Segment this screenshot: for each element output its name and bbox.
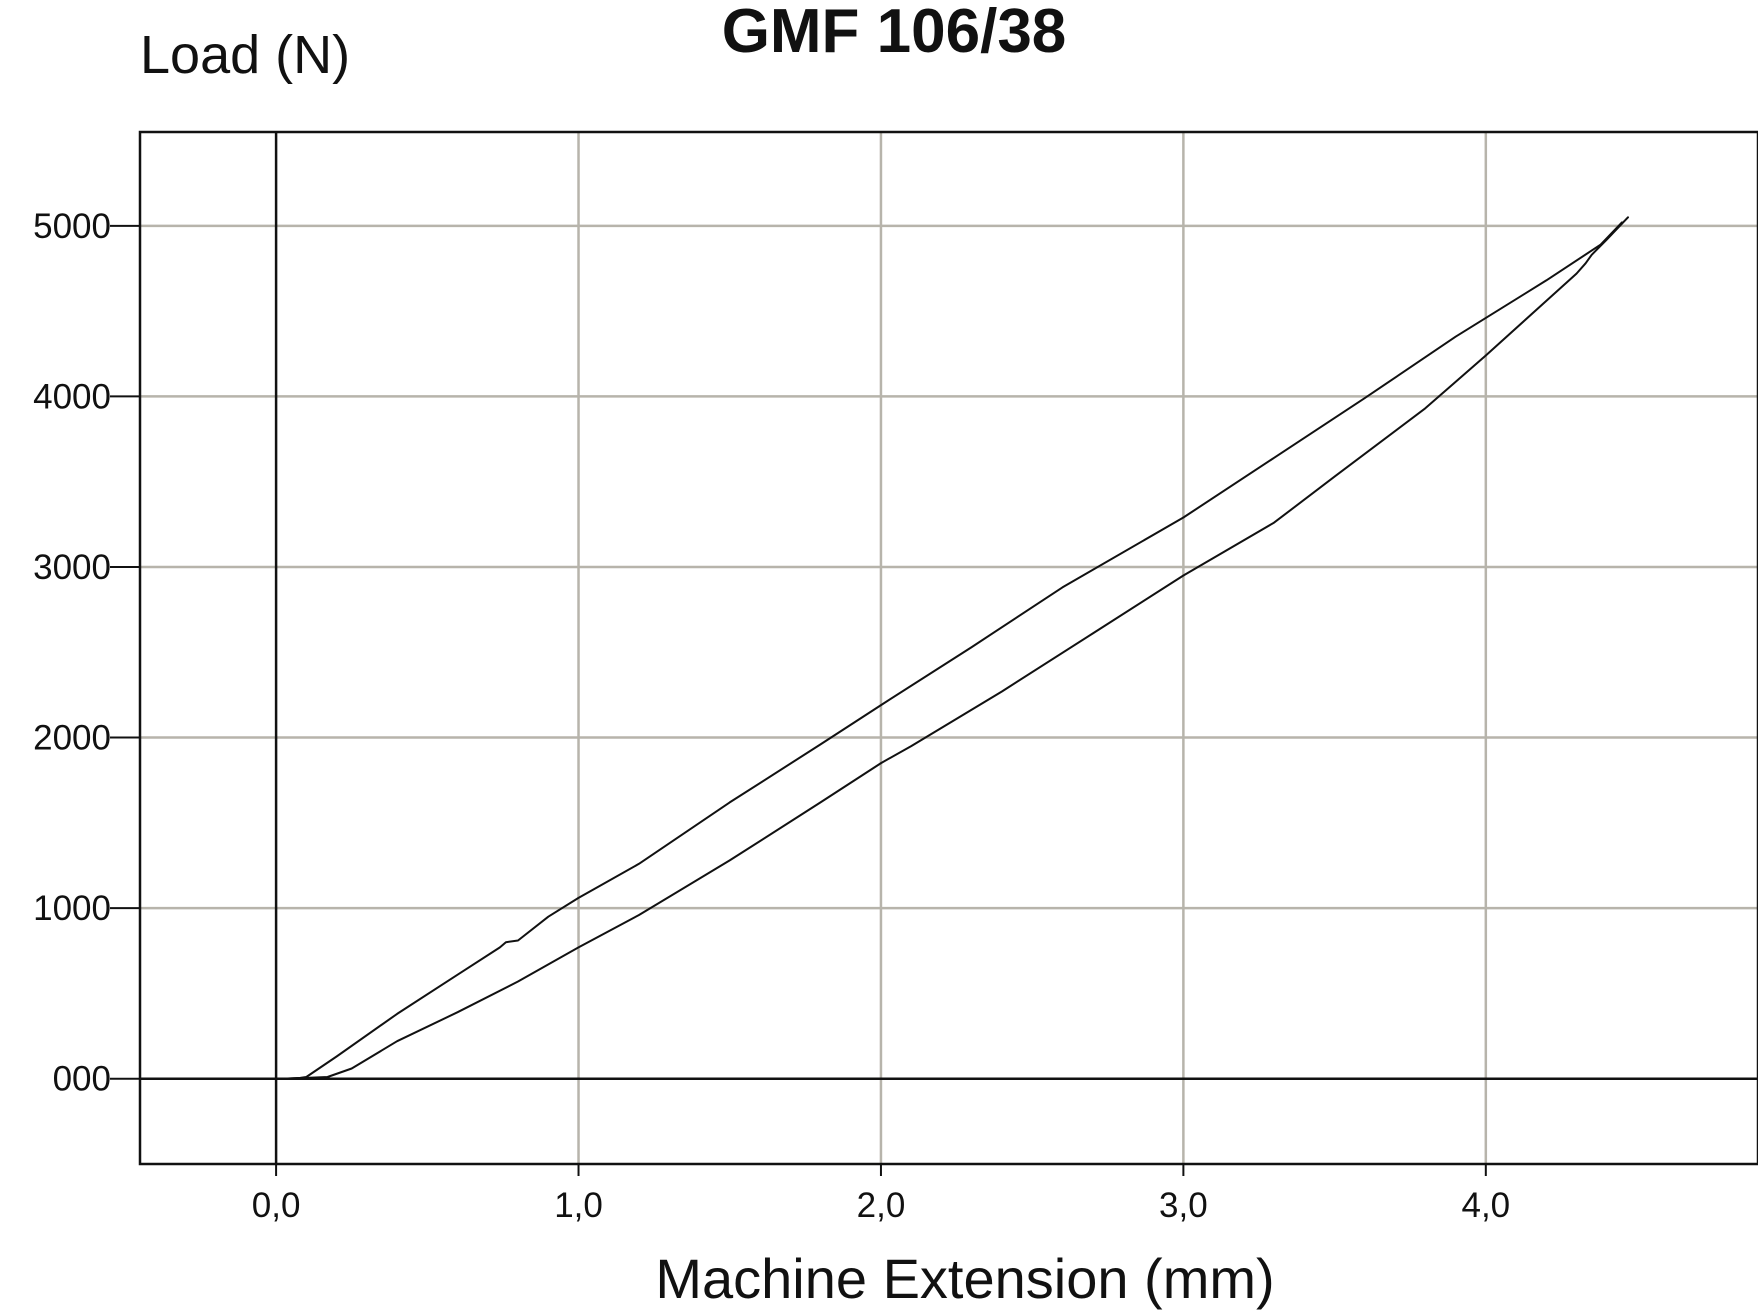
y-tick-label: 1000 xyxy=(33,889,111,928)
unloading-curve xyxy=(281,216,1629,1080)
loading-curve xyxy=(281,221,1623,1080)
x-tick-label: 1,0 xyxy=(554,1186,603,1225)
x-tick-label: 3,0 xyxy=(1159,1186,1208,1225)
y-axis-label: Load (N) xyxy=(140,25,350,85)
y-tick-label: 5000 xyxy=(33,207,111,246)
zero-axes xyxy=(140,132,1758,1164)
x-tick-label: 4,0 xyxy=(1461,1186,1510,1225)
y-tick-label: 4000 xyxy=(33,377,111,416)
x-axis-label: Machine Extension (mm) xyxy=(655,1247,1274,1310)
x-axis-ticks: 0,0 1,0 2,0 3,0 4,0 xyxy=(252,1164,1510,1225)
plot-frame xyxy=(138,130,1758,1166)
data-series xyxy=(281,216,1629,1080)
y-tick-label: 2000 xyxy=(33,719,111,758)
y-tick-label: 3000 xyxy=(33,548,111,587)
y-axis-ticks: 000 1000 2000 3000 4000 5000 xyxy=(33,207,140,1099)
grid-lines xyxy=(140,132,1758,1164)
chart-title: GMF 106/38 xyxy=(722,0,1067,66)
x-tick-label: 0,0 xyxy=(252,1186,301,1225)
x-tick-label: 2,0 xyxy=(857,1186,906,1225)
y-tick-label: 000 xyxy=(53,1060,111,1099)
